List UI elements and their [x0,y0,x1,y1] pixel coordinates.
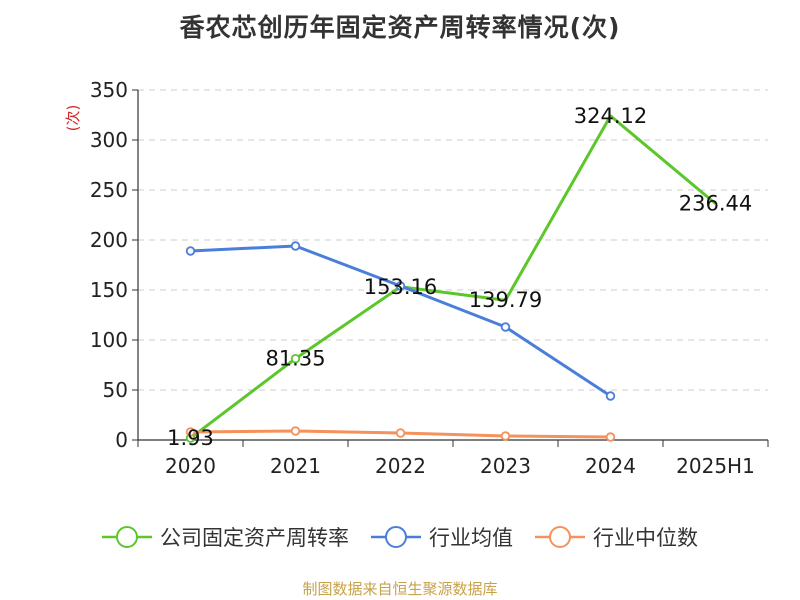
series-line-1 [189,114,717,440]
y-tick-label: 0 [115,428,128,452]
y-tick-label: 350 [90,78,128,102]
source-note: 制图数据来自恒生聚源数据库 [302,580,498,598]
series-marker-3 [290,426,301,436]
x-tick-label: 2024 [585,454,636,478]
series-marker-1 [290,353,301,364]
data-label: 324.12 [574,104,647,128]
series-marker-2 [290,241,301,251]
x-tick-label: 2022 [375,454,426,478]
series-marker-2 [500,322,511,332]
y-tick-label: 250 [90,178,128,202]
grid-lines [138,89,768,391]
y-tick-label: 200 [90,228,128,252]
data-label: 236.44 [679,192,752,216]
x-tick-label: 2023 [480,454,531,478]
legend-label-1: 公司固定资产周转率 [160,526,349,550]
y-tick-label: 100 [90,328,128,352]
chart-title: 香农芯创历年固定资产周转率情况(次) [179,13,621,42]
data-label: 139.79 [469,288,542,312]
y-tick-label: 50 [103,378,128,402]
legend-marker-1 [116,526,138,548]
y-unit-label: (次) [64,105,82,132]
series-marker-3 [395,428,406,438]
x-tick-label: 2025H1 [676,454,755,478]
series-marker-3 [185,427,196,437]
legend-label-2: 行业均值 [429,526,513,550]
series-marker-3 [500,431,511,441]
y-tick-label: 150 [90,278,128,302]
data-label: 81.35 [265,347,325,371]
series-marker-3 [605,432,616,442]
legend: 公司固定资产周转率 行业均值 行业中位数 [102,526,698,550]
series-marker-2 [605,391,616,401]
x-tick-label: 2021 [270,454,321,478]
data-label: 153.16 [364,275,437,299]
series-line-2 [190,244,612,398]
y-tick-label: 300 [90,128,128,152]
series-lines [185,114,717,443]
axes: 0 50 100 150 200 250 300 350 (次) 2020 2021 2022 2023… [64,78,769,478]
legend-marker-3 [549,526,571,548]
data-label: 1.93 [167,426,214,450]
series-marker-2 [395,281,406,291]
series-marker-2 [185,246,196,256]
x-tick-label: 2020 [165,454,216,478]
data-labels: 1.93 81.35 153.16 139.79 324.12 236.44 [167,104,752,450]
legend-marker-2 [385,526,407,548]
legend-label-3: 行业中位数 [593,526,698,550]
